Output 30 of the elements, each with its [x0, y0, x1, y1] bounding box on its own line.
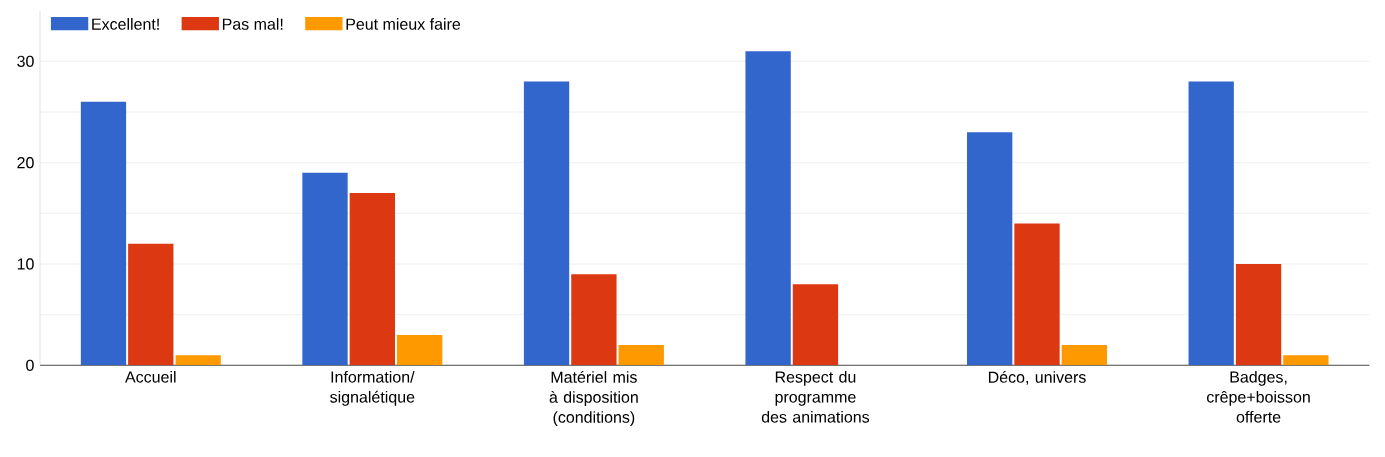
x-tick-label: Matériel mis à disposition (conditions) [549, 370, 638, 427]
legend-label: Pas mal! [222, 18, 283, 30]
legend-label: Excellent! [92, 18, 159, 30]
bar [1061, 345, 1107, 366]
y-tick-label: 30 [17, 55, 34, 67]
bar [128, 243, 174, 366]
bar [1014, 223, 1060, 366]
bar [1235, 264, 1282, 366]
bar [1188, 81, 1234, 366]
x-tick-label: Information/ signalétique [330, 370, 415, 406]
bar [349, 193, 395, 366]
bar [792, 284, 839, 366]
x-tick-label: Déco, univers [988, 370, 1086, 385]
y-tick-label: 10 [17, 258, 34, 270]
bar [967, 132, 1013, 366]
legend-label: Peut mieux faire [346, 18, 461, 30]
y-tick-label: 0 [26, 359, 34, 371]
x-tick-label: Accueil [125, 370, 176, 383]
x-tick-label: Badges, crêpe+boisson offerte [1206, 370, 1310, 423]
bar [571, 274, 617, 366]
bar [1283, 355, 1329, 366]
bar [745, 51, 791, 366]
bar [397, 334, 443, 366]
x-tick-label: Respect du programme des animations [761, 370, 870, 423]
bar [175, 355, 221, 366]
bar [302, 172, 348, 366]
y-tick-label: 20 [17, 157, 34, 169]
bar [618, 345, 664, 366]
bar [523, 81, 570, 366]
bar [80, 101, 127, 366]
